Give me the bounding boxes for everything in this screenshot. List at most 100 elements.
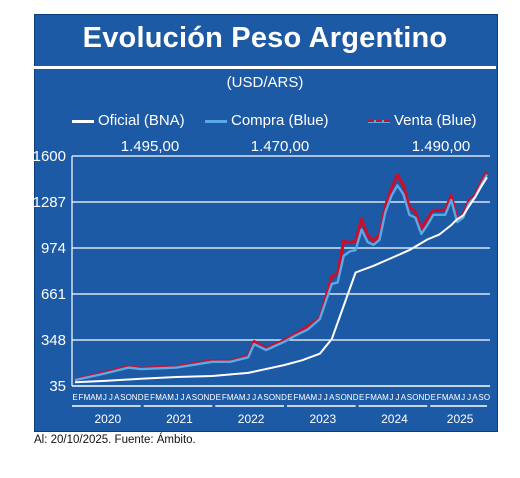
month-tick-label: J: [324, 393, 328, 402]
plot-area: [72, 156, 490, 386]
legend-label-compra: Compra (Blue): [231, 112, 329, 129]
title-separator: [34, 66, 496, 69]
value-annotation: 1.470,00: [251, 138, 309, 155]
month-tick-label: D: [138, 393, 144, 402]
month-tick-label: M: [167, 393, 174, 402]
y-tick-label: 348: [41, 332, 66, 349]
month-tick-label: J: [318, 393, 322, 402]
month-tick-label: E: [144, 393, 149, 402]
month-tick-label: M: [370, 393, 377, 402]
legend-swatch-compra: [205, 119, 227, 123]
year-label: 2023: [309, 412, 336, 426]
month-tick-label: J: [389, 393, 393, 402]
month-tick-label: F: [437, 393, 442, 402]
legend-label-venta: Venta (Blue): [394, 112, 477, 129]
month-tick-label: A: [401, 393, 407, 402]
month-tick-label: J: [246, 393, 250, 402]
month-tick-label: J: [180, 393, 184, 402]
month-tick-label: M: [382, 393, 389, 402]
month-tick-label: J: [252, 393, 256, 402]
month-tick-label: E: [359, 393, 364, 402]
year-label: 2020: [94, 412, 121, 426]
source-note: Al: 20/10/2025. Fuente: Ámbito.: [34, 434, 196, 446]
series-line-oficial-bna: [74, 176, 488, 384]
year-label: 2025: [447, 412, 474, 426]
month-tick-label: M: [239, 393, 246, 402]
month-tick-label: S: [335, 393, 340, 402]
month-tick-label: F: [222, 393, 227, 402]
month-tick-label: A: [305, 393, 311, 402]
month-tick-label: J: [109, 393, 113, 402]
month-tick-label: N: [132, 393, 138, 402]
month-tick-label: M: [311, 393, 318, 402]
month-tick-label: A: [234, 393, 240, 402]
month-tick-label: J: [461, 393, 465, 402]
legend-compra: Compra (Blue): [205, 112, 329, 130]
month-tick-label: A: [329, 393, 335, 402]
month-tick-label: F: [293, 393, 298, 402]
month-tick-label: J: [467, 393, 471, 402]
month-tick-label: S: [478, 393, 483, 402]
month-tick-label: F: [150, 393, 155, 402]
month-tick-label: E: [287, 393, 292, 402]
month-tick-label: D: [209, 393, 215, 402]
y-tick-label: 974: [41, 240, 66, 257]
month-tick-label: A: [377, 393, 383, 402]
month-tick-label: J: [395, 393, 399, 402]
month-tick-label: M: [442, 393, 449, 402]
month-tick-label: E: [216, 393, 221, 402]
y-tick-label: 1600: [33, 148, 66, 165]
month-tick-label: O: [341, 393, 347, 402]
month-tick-label: S: [120, 393, 125, 402]
y-tick-label: 1287: [33, 194, 66, 211]
month-tick-label: M: [84, 393, 91, 402]
month-tick-label: S: [263, 393, 268, 402]
month-tick-label: D: [353, 393, 359, 402]
legend-oficial: Oficial (BNA): [72, 112, 185, 130]
legend-label-oficial: Oficial (BNA): [98, 112, 185, 129]
month-tick-label: M: [155, 393, 162, 402]
series-line-compra-blue: [74, 173, 489, 382]
month-tick-label: N: [203, 393, 209, 402]
month-tick-label: O: [484, 393, 490, 402]
month-tick-label: A: [90, 393, 96, 402]
year-label: 2024: [381, 412, 408, 426]
y-tick-label: 661: [41, 286, 66, 303]
y-tick-label: 35: [49, 378, 66, 395]
value-annotation: 1.490,00: [412, 138, 470, 155]
month-tick-label: A: [186, 393, 192, 402]
month-tick-label: M: [454, 393, 461, 402]
month-tick-label: J: [175, 393, 179, 402]
value-annotation: 1.495,00: [121, 138, 179, 155]
legend-swatch-oficial: [72, 119, 94, 123]
chart-subtitle: (USD/ARS): [226, 74, 304, 91]
month-tick-label: S: [407, 393, 412, 402]
month-tick-label: M: [96, 393, 103, 402]
month-tick-label: E: [431, 393, 436, 402]
month-tick-label: F: [365, 393, 370, 402]
month-tick-label: D: [424, 393, 430, 402]
year-label: 2022: [238, 412, 265, 426]
month-tick-label: F: [79, 393, 84, 402]
month-tick-label: M: [227, 393, 234, 402]
month-tick-label: A: [257, 393, 263, 402]
month-tick-label: N: [275, 393, 281, 402]
month-tick-label: N: [347, 393, 353, 402]
month-tick-label: O: [269, 393, 275, 402]
month-tick-label: N: [418, 393, 424, 402]
month-tick-label: S: [192, 393, 197, 402]
month-tick-label: A: [472, 393, 478, 402]
month-tick-label: J: [103, 393, 107, 402]
month-tick-label: O: [197, 393, 203, 402]
month-tick-label: A: [449, 393, 455, 402]
chart-title: Evolución Peso Argentino: [82, 22, 448, 54]
month-tick-label: A: [162, 393, 168, 402]
month-tick-label: M: [299, 393, 306, 402]
month-tick-label: O: [412, 393, 418, 402]
month-tick-label: D: [281, 393, 287, 402]
legend-swatch-venta: [368, 119, 390, 123]
month-tick-label: E: [72, 393, 77, 402]
year-label: 2021: [166, 412, 193, 426]
month-tick-label: O: [126, 393, 132, 402]
